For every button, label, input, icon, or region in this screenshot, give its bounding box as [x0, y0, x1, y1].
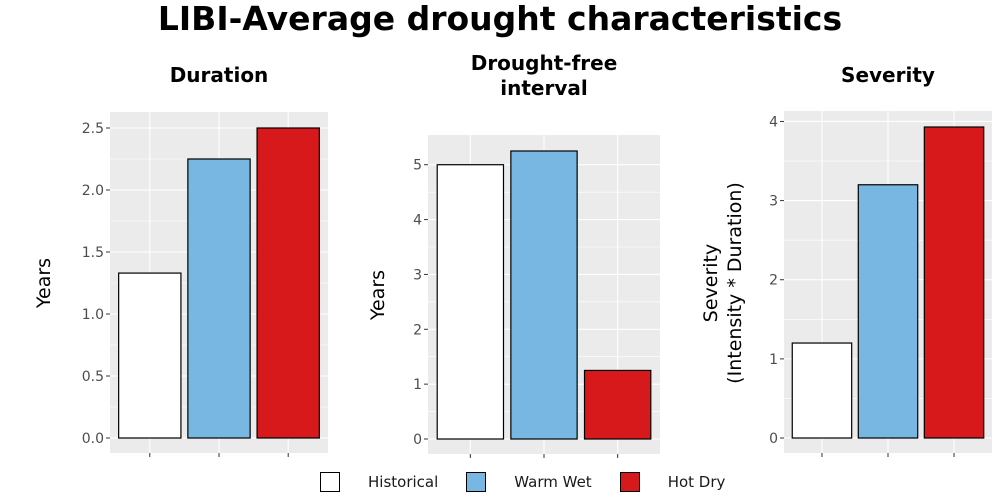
panel-title: Duration [170, 63, 269, 87]
y-tick-label: 0.5 [82, 369, 104, 385]
y-tick-label: 1 [413, 377, 422, 393]
y-tick-label: 0 [769, 431, 778, 447]
legend-item-hot-dry: Hot Dry [619, 472, 726, 492]
y-tick-label: 0.0 [82, 431, 104, 447]
bar-hot-dry [583, 369, 652, 440]
y-tick-label: 3 [413, 267, 422, 283]
legend-key-hot-dry [619, 472, 640, 492]
bar-historical [118, 272, 182, 439]
y-tick-label: 1 [769, 352, 778, 368]
panel-title: interval [500, 76, 587, 100]
legend-item-warm-wet: Warm Wet [466, 472, 592, 492]
bar-hot-dry [256, 127, 320, 439]
legend-label-historical: Historical [368, 473, 439, 491]
bar-warm-wet [857, 184, 919, 439]
panel-title: Drought-free [471, 51, 618, 75]
bar-hot-dry [923, 126, 985, 439]
y-tick-label: 2.0 [82, 183, 104, 199]
bar-warm-wet [510, 150, 578, 440]
y-tick-label: 2 [413, 322, 422, 338]
y-axis-label: Severity [700, 244, 722, 322]
y-tick-label: 5 [413, 158, 422, 174]
panel-title: Severity [841, 63, 935, 87]
legend-label-hot-dry: Hot Dry [667, 473, 726, 491]
y-tick-label: 2 [769, 273, 778, 289]
y-tick-label: 1.5 [82, 245, 104, 261]
y-tick-label: 4 [413, 213, 422, 229]
bar-historical [791, 342, 853, 439]
y-axis-label: Years [33, 258, 55, 309]
y-axis-label: Years [367, 270, 389, 321]
bar-historical [436, 164, 505, 440]
y-tick-label: 2.5 [82, 121, 104, 137]
y-axis-label: (Intensity * Duration) [724, 182, 746, 384]
legend-label-warm-wet: Warm Wet [514, 473, 592, 491]
y-tick-label: 4 [769, 114, 778, 130]
main-title: LIBI-Average drought characteristics [157, 0, 843, 38]
bar-warm-wet [187, 158, 251, 439]
y-tick-label: 1.0 [82, 307, 104, 323]
legend-item-historical: Historical [320, 472, 438, 492]
y-tick-label: 0 [413, 432, 422, 448]
legend-key-warm-wet [466, 472, 487, 492]
chart-area: 0.0 0.5 1.0 1.5 2.0 2.5 Duration Years 0 1 2 3 4 5 Dro… [33, 51, 992, 458]
y-tick-label: 3 [769, 194, 778, 210]
legend-key-historical [320, 472, 340, 492]
legend: Historical Warm Wet Hot Dry [320, 470, 753, 494]
